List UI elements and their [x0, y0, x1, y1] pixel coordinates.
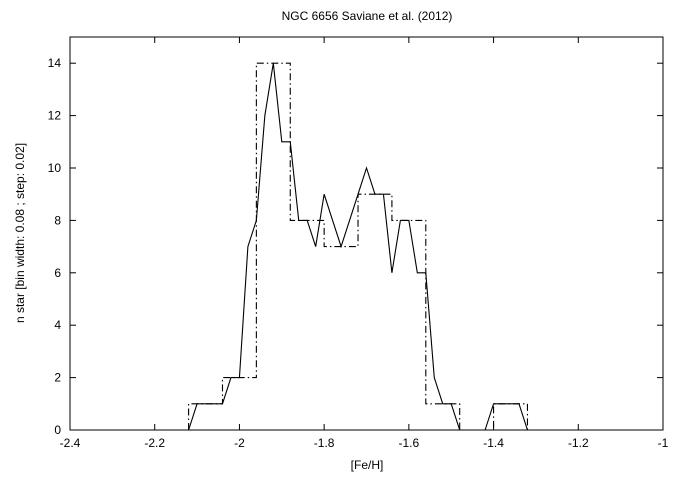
axis-ticks: -2.4 -2.2 -2 -1.8 -1.6 -1.4 -1.2 -1 0 2 4 6 8 10 12 14 [48, 37, 669, 450]
y-tick-label: 0 [54, 423, 61, 437]
x-tick-label: -1.8 [314, 436, 335, 450]
running-histogram-line [188, 63, 528, 431]
y-tick-label: 6 [54, 266, 61, 280]
x-tick-label: -1.4 [483, 436, 504, 450]
x-tick-label: -1 [658, 436, 669, 450]
plot-frame [69, 36, 664, 431]
y-tick-label: 10 [48, 161, 62, 175]
x-axis-label: [Fe/H] [351, 458, 384, 472]
x-tick-label: -1.2 [568, 436, 589, 450]
data-series [188, 62, 529, 431]
x-tick-label: -2 [234, 436, 245, 450]
x-tick-label: -1.6 [399, 436, 420, 450]
y-axis-label: n star [bin width: 0.08 ; step: 0.02] [13, 143, 27, 323]
x-tick-label: -2.2 [144, 436, 165, 450]
y-tick-label: 2 [54, 371, 61, 385]
x-tick-label: -2.4 [60, 436, 81, 450]
y-tick-label: 4 [54, 318, 61, 332]
binned-histogram-step-line [188, 62, 529, 431]
y-tick-label: 14 [48, 56, 62, 70]
y-tick-label: 12 [48, 109, 62, 123]
y-tick-label: 8 [54, 213, 61, 227]
chart-title: NGC 6656 Saviane et al. (2012) [282, 9, 453, 23]
